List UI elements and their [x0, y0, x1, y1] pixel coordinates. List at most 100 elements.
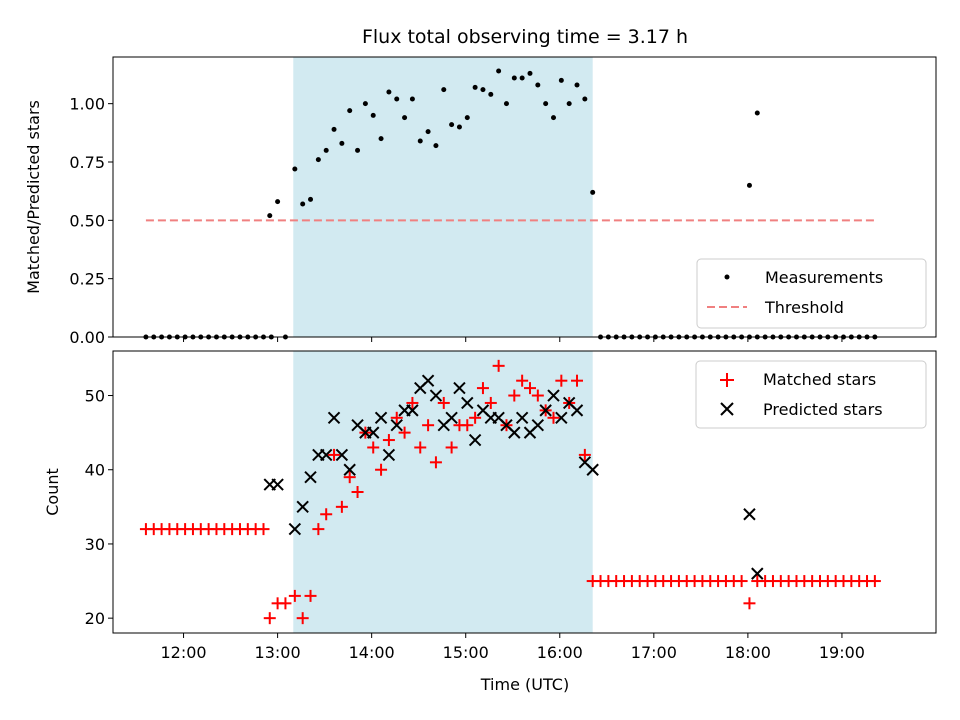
predicted-stars-point: [288, 522, 302, 536]
matched-stars-point: [343, 471, 356, 484]
matched-stars-point: [279, 597, 292, 610]
measurements-point: [496, 68, 502, 74]
matched-stars-point: [257, 523, 270, 536]
y-tick-label: 1.00: [69, 95, 105, 114]
y-tick-label: 0.00: [69, 328, 105, 347]
measurements-point: [746, 182, 752, 188]
predicted-stars-point: [343, 463, 356, 476]
measurements-point: [503, 101, 509, 107]
top-panel-shade: [293, 57, 593, 337]
top-legend: Measurements Threshold: [696, 258, 927, 329]
measurements-point: [370, 112, 376, 118]
legend-measurements-marker: [724, 274, 730, 280]
measurements-point: [267, 213, 273, 219]
measurements-point: [543, 101, 549, 107]
predicted-stars-point: [461, 396, 474, 410]
bottom-panel-shade: [293, 351, 593, 633]
y-tick-label: 30: [85, 535, 105, 554]
matched-stars-point: [382, 434, 395, 447]
predicted-stars-point: [453, 381, 466, 395]
matched-stars-point: [422, 419, 435, 432]
measurements-point: [558, 77, 564, 83]
matched-stars-point: [484, 396, 497, 409]
x-tick-label: 12:00: [160, 643, 206, 662]
matched-stars-point: [414, 441, 427, 454]
matched-stars-point: [375, 463, 388, 476]
measurements-point: [456, 124, 462, 130]
measurements-point: [433, 143, 439, 149]
matched-stars-point: [335, 500, 348, 513]
measurements-point: [519, 75, 525, 81]
measurements-point: [362, 101, 368, 107]
predicted-stars-point: [327, 411, 341, 424]
predicted-stars-point: [555, 411, 568, 424]
predicted-stars-point: [508, 426, 521, 439]
matched-stars-point: [476, 382, 489, 395]
matched-stars-point: [492, 359, 505, 372]
measurements-point: [308, 196, 314, 202]
x-tick-label: 16:00: [537, 643, 583, 662]
matched-stars-point: [516, 374, 529, 387]
predicted-stars-point: [296, 500, 309, 514]
predicted-stars-point: [586, 463, 599, 476]
matched-stars-point: [571, 374, 584, 387]
matched-stars-point: [445, 441, 458, 454]
top-panel: 0.00 0.25 0.50 0.75 1.00 Matched/Predicted s…: [24, 56, 937, 347]
x-tick-label: 18:00: [725, 643, 771, 662]
matched-stars-point: [296, 612, 309, 625]
measurements-point: [472, 84, 478, 90]
matched-stars-point: [735, 575, 748, 588]
measurements-point: [511, 75, 517, 81]
measurements-point: [292, 166, 298, 172]
measurements-point: [409, 96, 415, 102]
matched-stars-point: [469, 411, 482, 424]
matched-stars-point: [868, 575, 881, 588]
bottom-panel-frame: [112, 350, 937, 634]
legend-predicted-marker: [720, 402, 734, 416]
measurements-point: [315, 157, 321, 163]
predicted-stars-point: [539, 404, 552, 417]
predicted-stars-point: [547, 389, 560, 402]
matched-stars-point: [547, 411, 560, 424]
measurements-point: [275, 199, 281, 205]
matched-stars-point: [555, 374, 568, 387]
measurements-point: [551, 115, 557, 121]
chart-title: Flux total observing time = 3.17 h: [362, 26, 688, 48]
predicted-stars-point: [570, 404, 584, 417]
predicted-stars-point: [335, 448, 349, 462]
legend-matched-label: Matched stars: [763, 370, 876, 389]
predicted-stars-point: [531, 419, 545, 432]
matched-stars-point: [437, 396, 450, 409]
measurements-point: [574, 82, 580, 88]
measurements-point: [582, 96, 588, 102]
y-tick-label: 20: [85, 609, 105, 628]
measurements-point: [464, 115, 470, 121]
predicted-stars-point: [429, 389, 443, 402]
matched-stars-point: [328, 448, 341, 461]
measurements-point: [402, 115, 408, 121]
predicted-stars-point: [421, 374, 435, 387]
x-tick-label: 19:00: [819, 643, 865, 662]
x-tick-label: 13:00: [255, 643, 301, 662]
measurements-point: [566, 101, 572, 107]
matched-stars-point: [429, 456, 442, 469]
predicted-stars-point: [751, 567, 764, 580]
predicted-stars-point: [382, 448, 396, 462]
measurements-point: [441, 87, 447, 93]
matched-stars-point: [320, 508, 333, 521]
matched-stars-point: [743, 597, 756, 610]
x-axis-label: Time (UTC): [480, 675, 569, 694]
measurements-point: [449, 122, 455, 128]
y-tick-label: 50: [85, 387, 105, 406]
predicted-stars-point: [304, 470, 317, 484]
matched-stars-point: [367, 441, 380, 454]
measurements-point: [331, 126, 337, 132]
measurements-point: [535, 82, 541, 88]
measurements-point: [300, 201, 306, 207]
measurements-point: [339, 140, 345, 146]
measurements-point: [417, 138, 423, 144]
measurements-point: [347, 108, 353, 114]
top-ylabel: Matched/Predicted stars: [24, 100, 43, 294]
measurements-point: [355, 147, 361, 153]
